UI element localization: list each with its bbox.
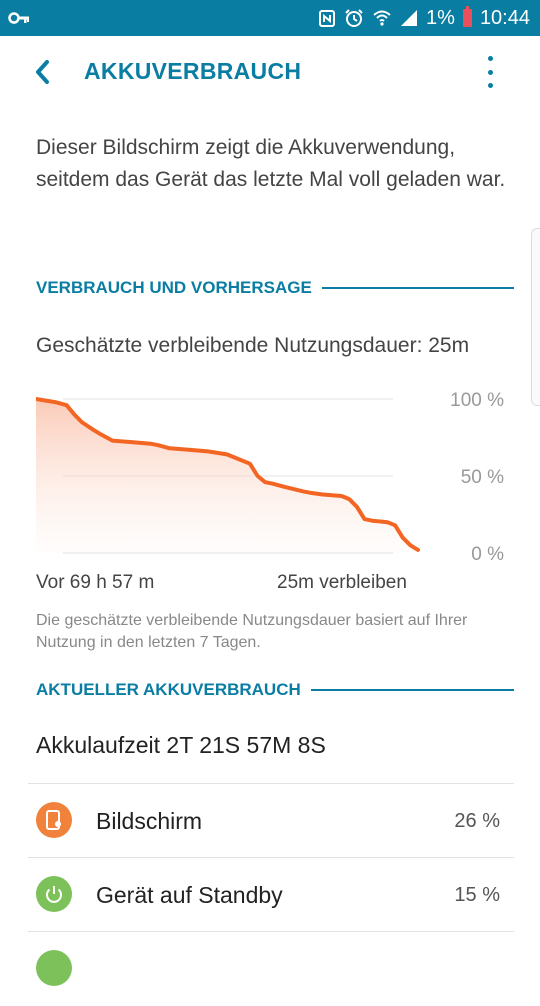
more-options-icon[interactable] — [480, 56, 500, 88]
page-title: AKKUVERBRAUCH — [84, 58, 302, 84]
section-usage-forecast: VERBRAUCH UND VORHERSAGE — [36, 276, 514, 300]
usage-item-percent: 15 % — [454, 884, 500, 906]
remaining-usage-estimate: Geschätzte verbleibende Nutzungsdauer: 2… — [36, 334, 470, 357]
section-current-usage-label: AKTUELLER AKKUVERBRAUCH — [36, 680, 301, 699]
list-divider — [28, 857, 514, 858]
usage-item-standby[interactable]: Gerät auf Standby 15 % — [28, 858, 514, 932]
app-icon — [36, 950, 72, 986]
y-tick-label: 50 % — [460, 467, 504, 488]
signal-icon — [401, 10, 418, 26]
section-divider — [321, 287, 514, 289]
battery-life-text: Akkulaufzeit 2T 21S 57M 8S — [36, 732, 326, 758]
description-text: Dieser Bildschirm zeigt die Akkuverwendu… — [36, 136, 506, 191]
battery-percent: 1% — [426, 6, 455, 29]
status-bar: 1% 10:44 — [0, 0, 540, 36]
edge-panel-handle[interactable] — [531, 228, 540, 406]
usage-item-partial[interactable] — [28, 932, 514, 1006]
alarm-icon — [345, 9, 363, 27]
power-icon — [36, 876, 72, 912]
y-tick-label: 0 % — [471, 544, 504, 565]
list-divider — [28, 931, 514, 932]
x-start-label: Vor 69 h 57 m — [36, 572, 155, 593]
battery-level-line — [36, 397, 420, 552]
section-current-usage: AKTUELLER AKKUVERBRAUCH — [36, 678, 514, 702]
y-tick-label: 100 % — [450, 390, 504, 411]
app-header: AKKUVERBRAUCH — [0, 36, 540, 108]
battery-icon — [462, 6, 472, 27]
back-icon[interactable] — [28, 56, 58, 88]
battery-level-area — [36, 399, 418, 553]
screen-icon — [36, 802, 72, 838]
usage-item-name: Gerät auf Standby — [96, 882, 283, 908]
usage-item-name: Bildschirm — [96, 808, 203, 834]
chart-note: Die geschätzte verbleibende Nutzungsdaue… — [36, 612, 468, 651]
list-divider — [28, 783, 514, 784]
section-divider — [310, 689, 514, 691]
clock: 10:44 — [479, 6, 530, 29]
wifi-icon — [373, 10, 391, 26]
usage-item-screen[interactable]: Bildschirm 26 % — [28, 784, 514, 858]
nfc-icon — [319, 10, 336, 27]
x-end-label: 25m verbleiben — [277, 572, 407, 593]
battery-usage-chart-svg — [36, 397, 420, 554]
usage-item-percent: 26 % — [454, 810, 500, 832]
battery-usage-chart: 100 % 50 % 0 % — [36, 388, 506, 568]
key-icon — [8, 12, 29, 24]
section-usage-forecast-label: VERBRAUCH UND VORHERSAGE — [36, 278, 312, 297]
